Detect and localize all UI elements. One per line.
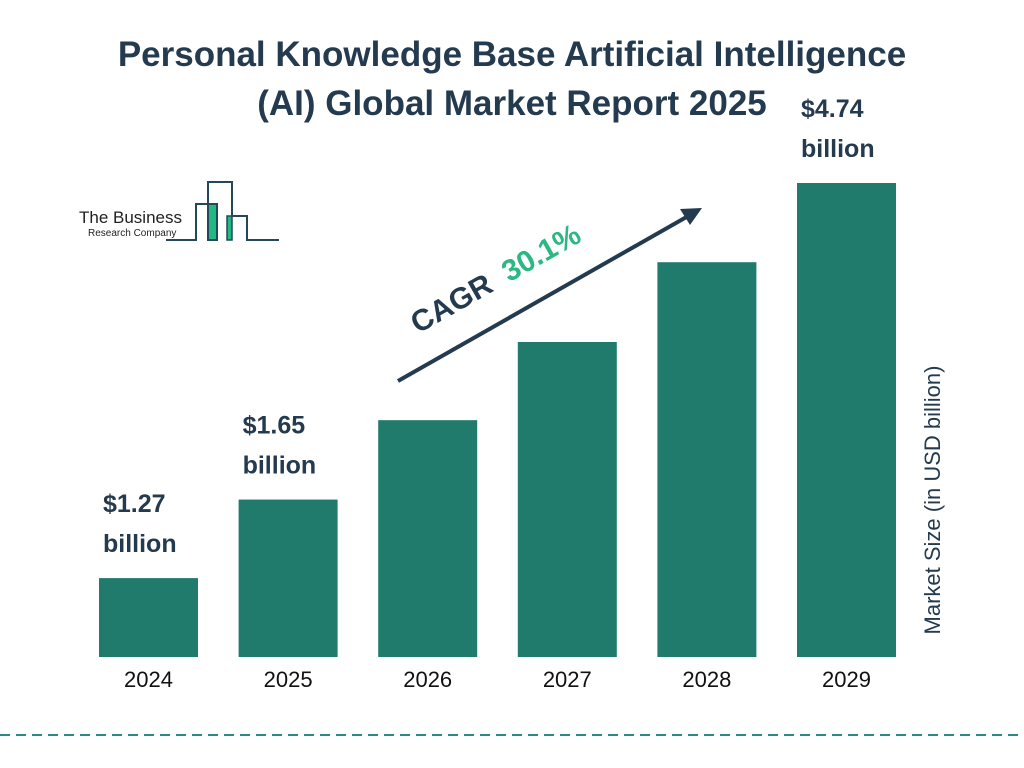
- bar-2025: [238, 499, 338, 657]
- data-label: billion: [243, 452, 317, 480]
- x-tick-label: 2024: [124, 667, 173, 692]
- bar-2029: [797, 182, 896, 657]
- chart-title-line-2: (AI) Global Market Report 2025: [257, 84, 767, 123]
- x-tick-label: 2029: [822, 667, 871, 692]
- bar-2027: [517, 341, 617, 657]
- data-label: billion: [801, 135, 875, 163]
- cagr-label: CAGR: [405, 268, 498, 340]
- x-tick-label: 2028: [682, 667, 731, 692]
- arrow-head-icon: [680, 208, 702, 225]
- x-tick-label: 2027: [543, 667, 592, 692]
- data-labels: $1.27 billion $1.65 billion $4.74 billion: [103, 95, 875, 558]
- data-label: $1.65: [243, 412, 306, 440]
- y-axis-label: Market Size (in USD billion): [920, 366, 945, 635]
- company-logo: The Business Research Company: [79, 181, 279, 241]
- logo-line-2: Research Company: [88, 228, 176, 239]
- x-tick-label: 2025: [264, 667, 313, 692]
- cagr-value: 30.1%: [496, 218, 586, 289]
- x-tick-label: 2026: [403, 667, 452, 692]
- svg-text:CAGR 30.1%: CAGR 30.1%: [405, 218, 586, 340]
- data-label: $1.27: [103, 490, 166, 518]
- x-tick-labels: 2024 2025 2026 2027 2028 2029: [124, 667, 871, 692]
- bar-2024: [99, 578, 198, 657]
- bars: [99, 182, 896, 657]
- data-label: billion: [103, 530, 177, 558]
- bar-2026: [378, 420, 478, 657]
- data-label: $4.74: [801, 95, 864, 123]
- logo-line-1: The Business: [79, 208, 182, 227]
- chart-title-line-1: Personal Knowledge Base Artificial Intel…: [118, 35, 906, 74]
- bar-2028: [657, 262, 757, 657]
